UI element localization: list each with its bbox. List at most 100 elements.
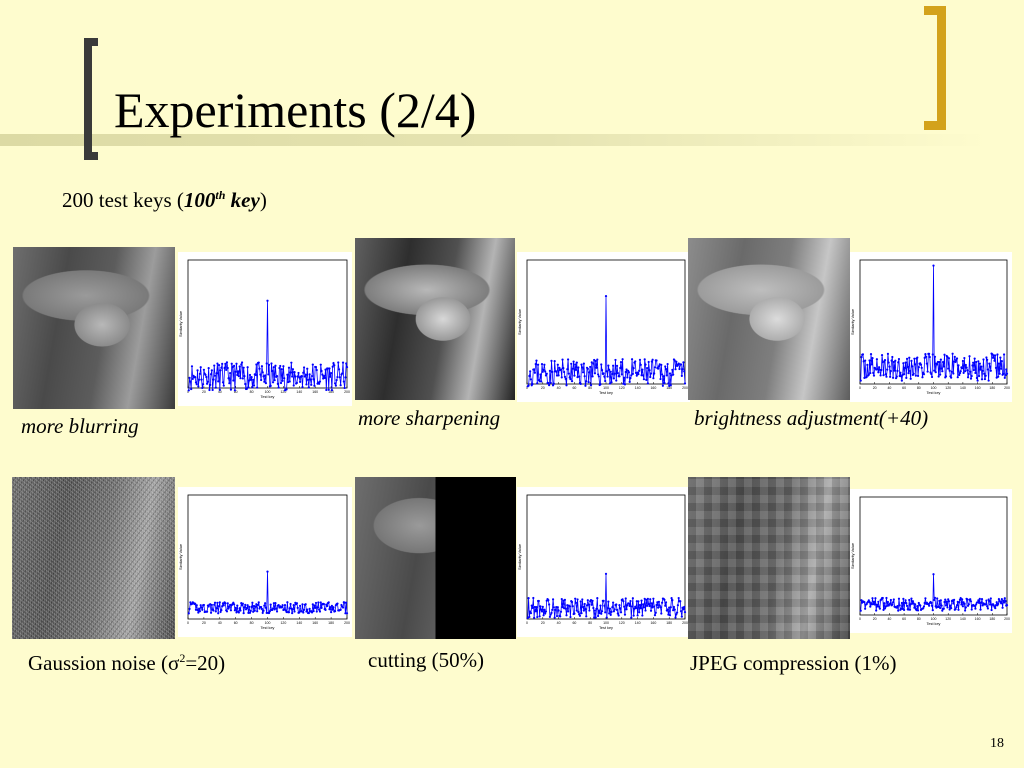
data-point [280,606,283,609]
data-point [256,386,259,389]
data-point [902,597,905,601]
data-point [911,600,915,603]
data-point [610,610,613,613]
data-point [548,369,552,372]
data-point [933,598,936,602]
data-point [557,374,560,377]
data-point [209,611,213,614]
data-point [644,363,647,366]
data-point [538,380,541,383]
data-point [552,606,555,609]
data-point [875,358,879,361]
data-point [909,377,912,380]
x-tick-label: 60 [902,386,906,390]
data-point [988,365,992,368]
data-point [218,388,221,391]
data-point [892,598,895,601]
data-point [894,359,897,362]
data-point [963,602,966,605]
data-point [641,614,644,617]
data-point [908,608,912,611]
data-point [997,602,1000,605]
data-point [303,375,306,378]
x-tick-label: 100 [603,621,609,625]
data-point [932,573,935,576]
data-point [632,367,635,370]
data-point [205,382,209,385]
data-point [274,364,277,367]
x-tick-label: 60 [234,621,238,625]
data-point [281,604,284,607]
data-point [253,609,256,612]
data-point [208,388,211,392]
data-point [950,607,953,610]
x-axis-label: Test key [261,395,275,399]
data-point [308,373,311,376]
data-point [190,387,193,391]
data-point [320,369,323,373]
data-point [943,600,946,604]
data-point [983,372,986,375]
data-point [605,370,608,373]
data-point [898,604,901,607]
data-point [645,598,648,601]
data-point [606,375,609,378]
x-tick-label: 200 [1004,617,1010,621]
data-point [917,601,920,605]
x-tick-label: 200 [344,621,350,625]
data-point [930,375,934,379]
data-point [667,382,670,385]
data-point [922,607,925,610]
data-point [269,603,272,606]
data-point [213,374,217,377]
data-point [961,598,964,601]
data-point [529,611,533,615]
data-point [542,368,545,372]
data-point [1000,598,1003,601]
data-point [188,607,191,611]
data-point [257,361,260,364]
data-point [988,599,991,603]
data-point [908,369,912,373]
data-point [563,375,567,378]
data-point [317,601,320,604]
data-point [961,367,964,370]
data-point [939,599,942,602]
data-point [995,601,998,604]
chart-panel-jpeg: 0 20 40 60 80 100 120 140 160 180 200 Test key Simil… [850,489,1012,633]
data-point [298,604,302,607]
data-point [244,603,247,607]
data-point [861,353,865,356]
data-point [969,377,973,380]
data-point [587,603,590,606]
data-point [965,366,968,369]
data-point [213,364,216,367]
data-point [271,607,275,610]
data-point [975,376,978,380]
data-point [959,370,962,373]
data-point [991,356,995,359]
data-point [620,373,623,376]
data-point [538,615,541,618]
data-point [958,373,961,377]
data-point [993,359,996,362]
data-point [302,366,306,369]
data-point [589,384,593,387]
data-point [608,607,612,610]
data-point [600,369,604,372]
data-point [639,607,642,610]
data-point [657,600,661,603]
data-point [638,358,642,361]
data-point [528,615,531,619]
x-axis-label: Test key [261,626,275,630]
data-point [681,368,684,371]
data-point [310,383,313,386]
data-point [628,380,631,384]
data-point [643,358,646,361]
data-point [663,598,666,602]
data-point [611,372,614,376]
x-tick-label: 140 [635,386,641,390]
data-point [897,597,901,600]
data-point [657,365,661,368]
data-point [603,375,606,378]
